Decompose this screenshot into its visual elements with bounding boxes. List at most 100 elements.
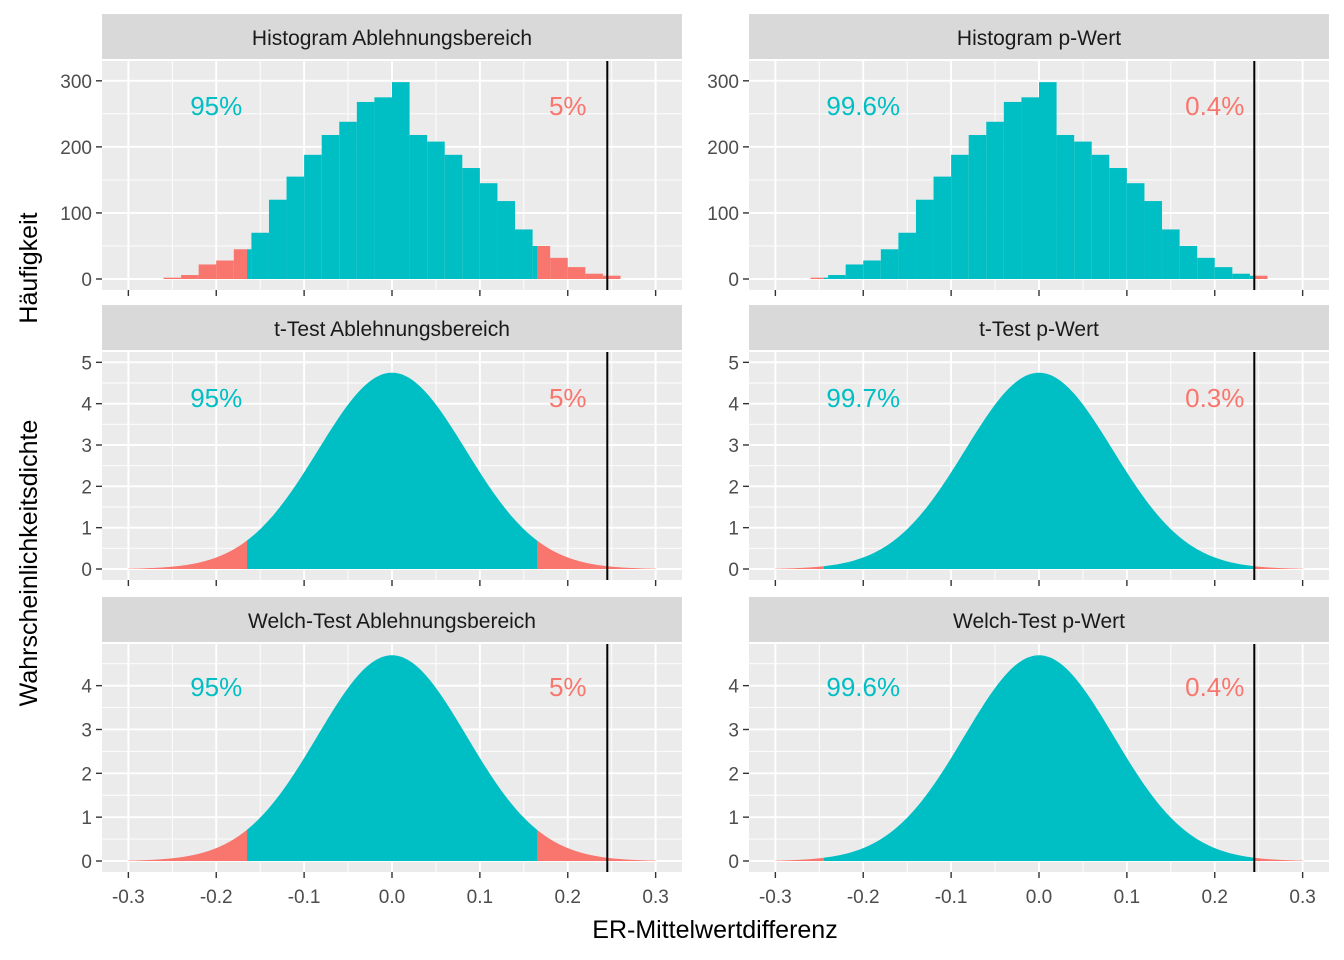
y-tick-label: 0	[81, 852, 92, 873]
y-tick-label: 5	[728, 353, 739, 374]
x-tick-label: -0.1	[935, 887, 968, 908]
histogram-bar	[479, 183, 498, 279]
histogram-bar	[915, 199, 934, 279]
y-tick-label: 100	[707, 204, 739, 225]
histogram-bar	[251, 232, 269, 279]
histogram-bar	[1254, 275, 1268, 279]
y-tick-label: 2	[81, 764, 92, 785]
panel-title: t-Test Ablehnungsbereich	[274, 318, 510, 341]
panel-3: t-Test Ablehnungsbereich 95% 5% 0 1 2 3 4 5	[81, 305, 682, 586]
histogram-bar	[898, 232, 916, 279]
y-tick-label: 3	[81, 436, 92, 457]
annotation-accept: 95%	[190, 672, 242, 702]
y-axis-title-bottom: Wahrscheinlichkeitsdichte	[15, 420, 43, 707]
annotation-accept: 95%	[190, 91, 242, 121]
y-tick-label: 200	[707, 138, 739, 159]
x-axis-title: ER-Mittelwertdifferenz	[592, 916, 837, 944]
histogram-bar	[339, 121, 357, 279]
histogram-bar	[304, 154, 322, 279]
panel-strip	[102, 14, 682, 59]
histogram-bar	[216, 260, 234, 279]
panel-title: Histogram p-Wert	[957, 27, 1121, 50]
histogram-bar	[444, 154, 463, 279]
density-left-tail	[775, 857, 824, 861]
histogram-bar	[532, 245, 537, 279]
density-left-tail	[128, 540, 247, 569]
density-center	[247, 372, 537, 569]
annotation-reject: 0.3%	[1185, 383, 1244, 413]
density-right-tail	[1254, 566, 1303, 569]
x-tick-label: 0.3	[1289, 887, 1315, 908]
histogram-bar	[1126, 183, 1145, 279]
x-tick-label: -0.3	[759, 887, 792, 908]
histogram-bar	[585, 273, 603, 279]
histogram-bar	[863, 260, 881, 279]
histogram-bar	[1232, 273, 1250, 279]
histogram-bar	[986, 121, 1004, 279]
histogram-bar	[163, 277, 182, 279]
y-tick-label: 1	[728, 808, 739, 829]
histogram-bar	[1039, 82, 1057, 279]
y-tick-label: 3	[728, 720, 739, 741]
density-center	[247, 655, 537, 861]
histogram-bar	[374, 97, 392, 279]
annotation-accept: 99.6%	[826, 672, 900, 702]
histogram-bar	[537, 245, 551, 279]
x-tick-label: 0.1	[467, 887, 493, 908]
histogram-bar	[880, 249, 899, 279]
histogram-bar	[497, 201, 516, 279]
histogram-bar	[268, 199, 287, 279]
histogram-bar	[1056, 134, 1075, 279]
y-tick-label: 0	[81, 270, 92, 291]
panel-2: Histogram p-Wert 99.6% 0.4% 0 100 200 300	[707, 14, 1329, 296]
density-left-tail	[128, 829, 247, 861]
histogram-bar	[247, 249, 252, 279]
histogram-bar	[1109, 168, 1127, 279]
x-tick-label: 0.2	[1202, 887, 1228, 908]
y-tick-label: 4	[728, 395, 739, 416]
x-tick-label: 0.0	[379, 887, 405, 908]
histogram-bar	[968, 134, 987, 279]
panel-strip	[102, 305, 682, 350]
x-tick-label: 0.1	[1114, 887, 1140, 908]
y-tick-label: 300	[60, 72, 92, 93]
panel-title: Welch-Test p-Wert	[953, 610, 1125, 633]
panel-6: Welch-Test p-Wert 99.6% 0.4% 0 1 2 3 4 -0.3 -0.2 -…	[728, 597, 1329, 908]
y-tick-label: 1	[81, 808, 92, 829]
panel-title: Welch-Test Ablehnungsbereich	[248, 610, 536, 633]
histogram-bar	[1091, 154, 1110, 279]
histogram-bar	[823, 277, 829, 279]
histogram-bar	[810, 277, 824, 279]
y-tick-label: 4	[81, 395, 92, 416]
annotation-reject: 0.4%	[1185, 672, 1244, 702]
density-center	[823, 655, 1255, 861]
panel-strip	[749, 305, 1329, 350]
panel-title: Histogram Ablehnungsbereich	[252, 27, 532, 50]
histogram-bar	[1179, 245, 1198, 279]
histogram-bar	[233, 249, 247, 279]
annotation-accept: 95%	[190, 383, 242, 413]
panel-strip	[749, 14, 1329, 59]
x-tick-label: -0.3	[112, 887, 145, 908]
histogram-bar	[427, 141, 445, 279]
histogram-bar	[1214, 267, 1233, 279]
panel-strip	[102, 597, 682, 642]
panel-5: Welch-Test Ablehnungsbereich 95% 5% 0 1 2 3 4 -0…	[81, 597, 682, 908]
histogram-bar	[356, 101, 375, 279]
histogram-bar	[392, 82, 410, 279]
histogram-bar	[321, 134, 340, 279]
annotation-reject: 5%	[549, 383, 587, 413]
annotation-reject: 0.4%	[1185, 91, 1244, 121]
y-tick-label: 200	[60, 138, 92, 159]
y-tick-label: 0	[728, 852, 739, 873]
x-tick-label: 0.0	[1026, 887, 1052, 908]
panel-1: Histogram Ablehnungsbereich 95% 5% 0 100 200 3…	[60, 14, 682, 296]
histogram-bar	[1197, 257, 1215, 279]
y-tick-label: 0	[81, 560, 92, 581]
y-tick-label: 4	[81, 677, 92, 698]
panel-strip	[749, 597, 1329, 642]
y-tick-label: 1	[728, 519, 739, 540]
histogram-bar	[1074, 141, 1092, 279]
